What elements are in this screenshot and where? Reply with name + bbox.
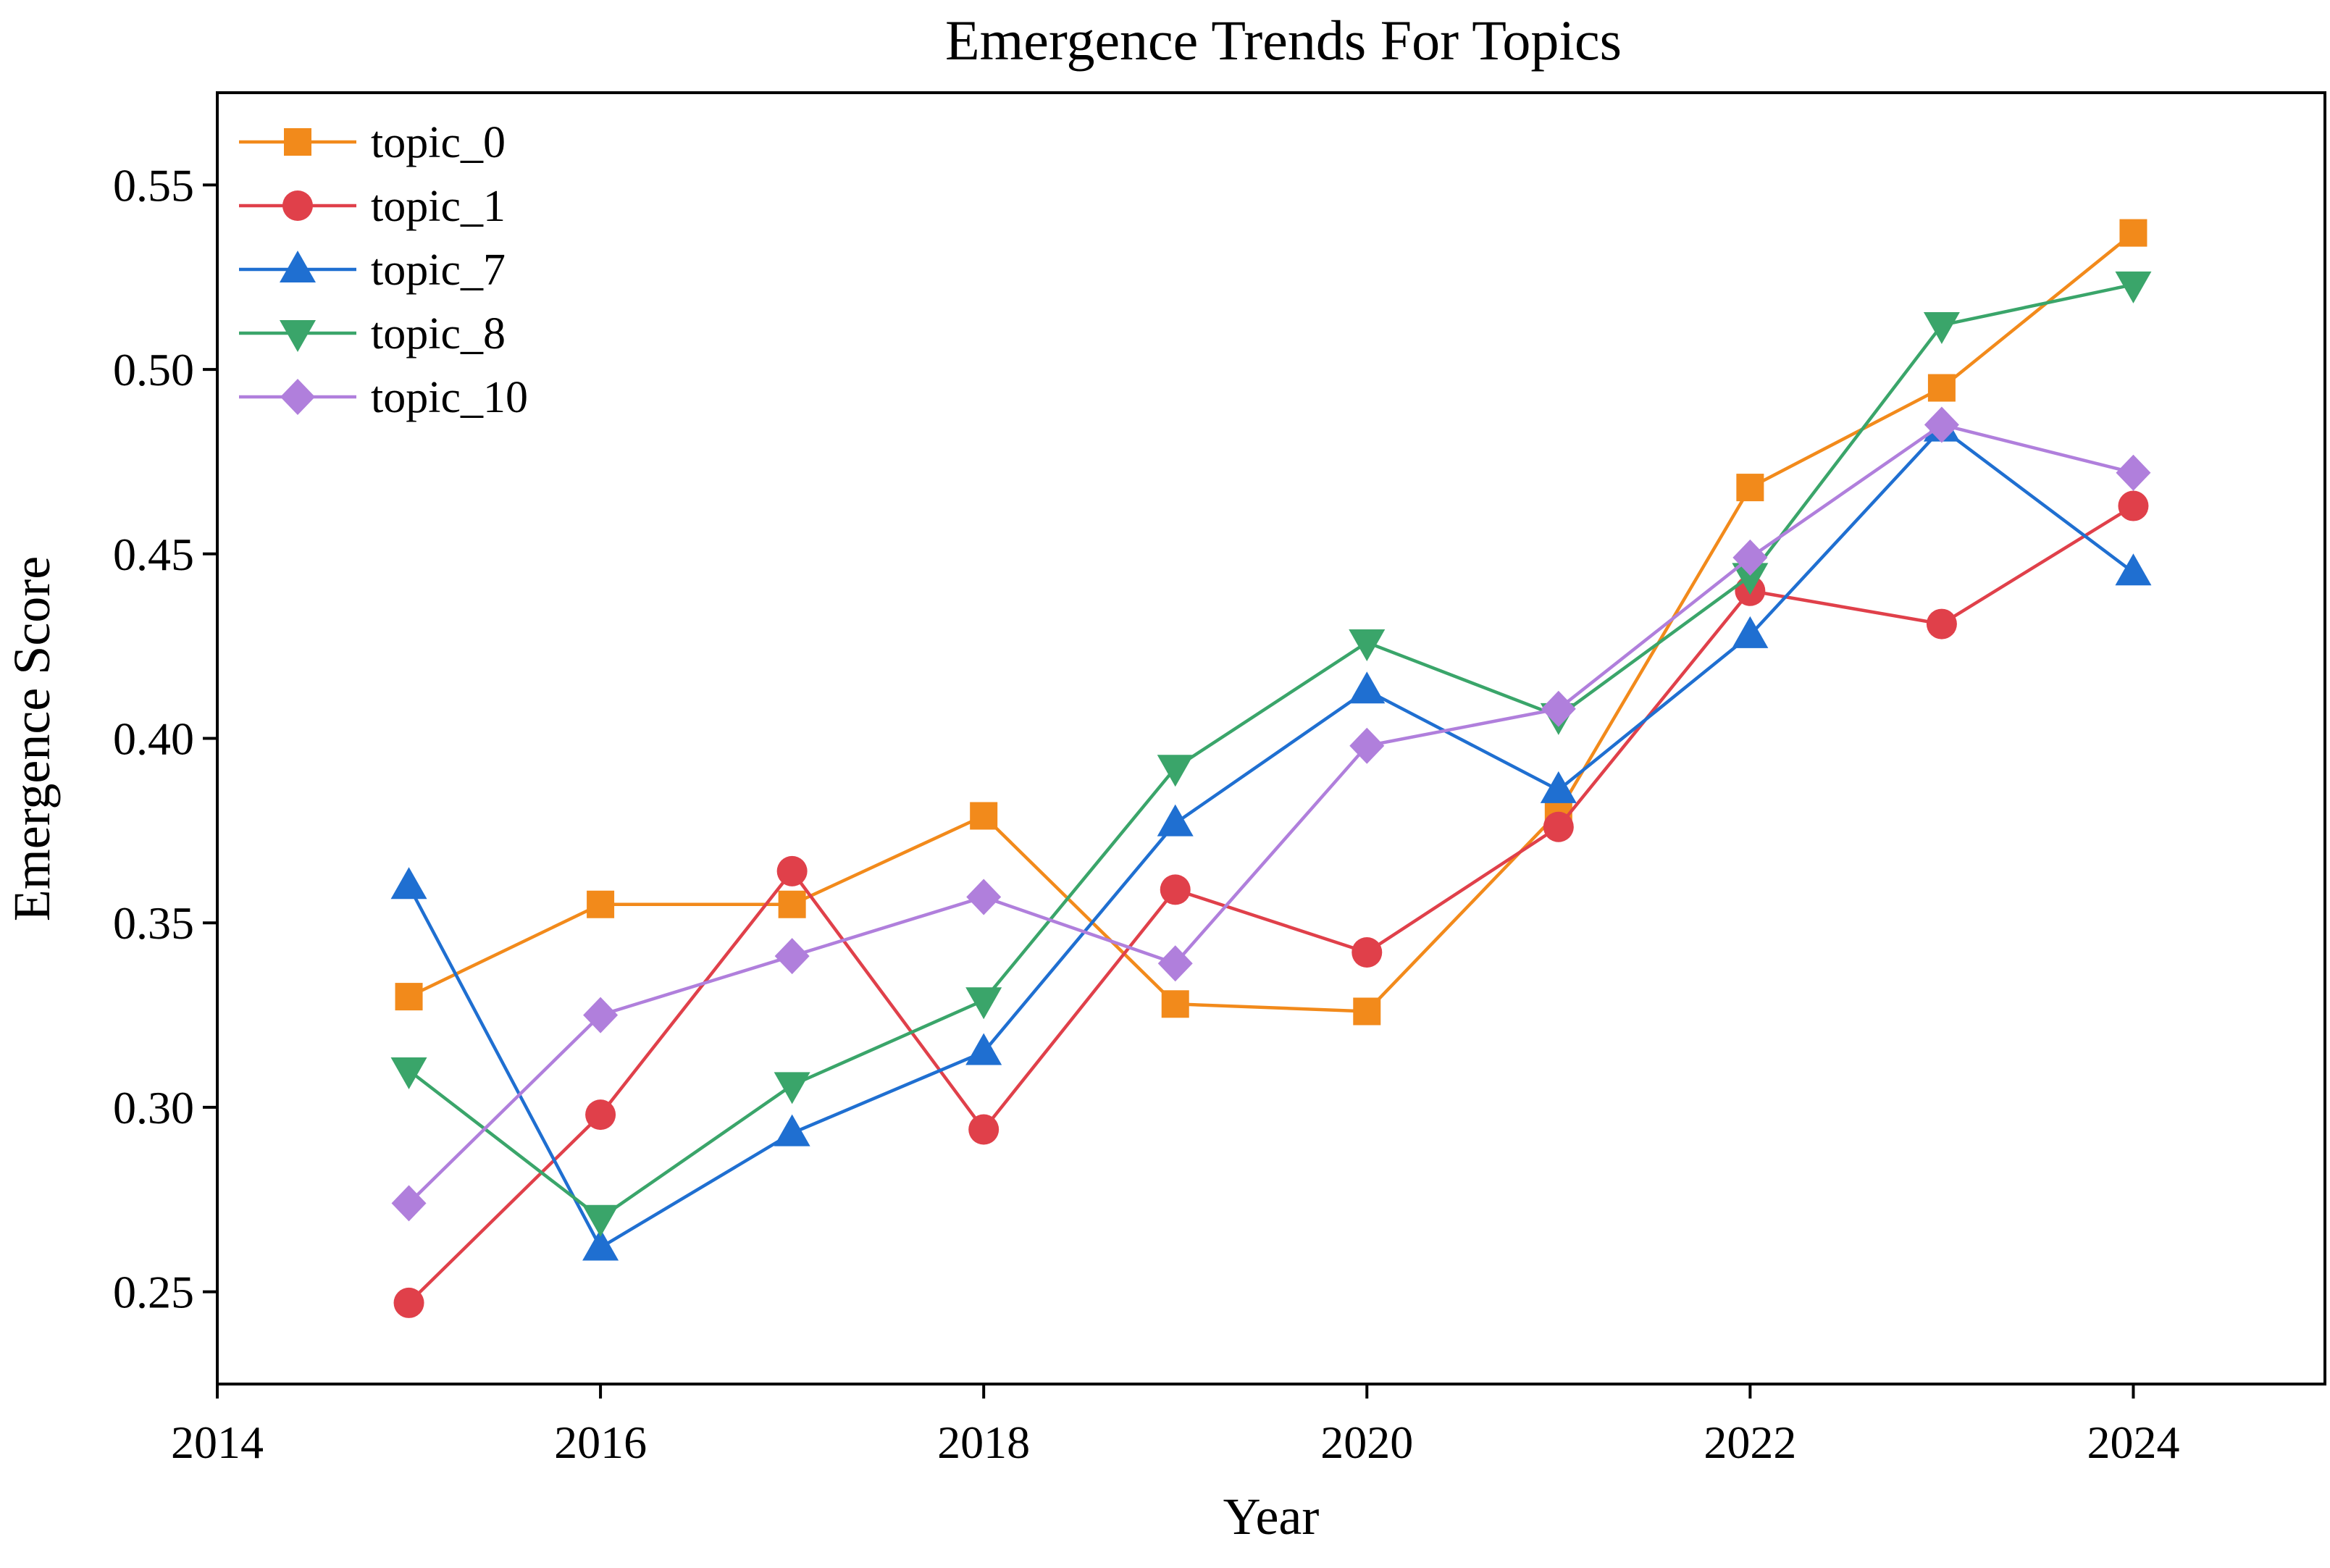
data-point-topic_8 [2115, 271, 2152, 303]
data-point-topic_1 [968, 1114, 1000, 1145]
data-point-topic_10 [1349, 727, 1385, 764]
legend-item-topic_0: topic_0 [239, 118, 506, 167]
x-tick-label: 2014 [171, 1417, 264, 1468]
data-point-topic_1 [393, 1287, 424, 1318]
data-point-topic_10 [1732, 539, 1768, 576]
legend-item-topic_7: topic_7 [239, 246, 506, 295]
legend-label: topic_10 [371, 373, 528, 422]
data-point-topic_8 [1157, 755, 1194, 787]
data-point-topic_10 [1541, 690, 1576, 727]
data-point-topic_0 [2119, 219, 2147, 247]
data-point-topic_8 [582, 1204, 619, 1237]
data-point-topic_0 [1353, 997, 1381, 1026]
legend-item-topic_10: topic_10 [239, 373, 528, 422]
data-point-topic_1 [585, 1099, 616, 1131]
data-point-topic_10 [391, 1185, 427, 1222]
plot-area [216, 91, 2326, 1385]
data-point-topic_7 [1349, 671, 1386, 704]
y-tick-label: 0.55 [113, 159, 194, 211]
data-point-topic_0 [1927, 374, 1956, 402]
series-topic_10 [391, 406, 2151, 1222]
data-point-topic_8 [1732, 563, 1769, 595]
data-point-topic_0 [970, 802, 998, 830]
data-point-topic_10 [966, 879, 1002, 915]
data-point-topic_10 [1924, 406, 1959, 443]
data-point-topic_1 [776, 855, 808, 886]
y-axis: 0.25 0.30 0.35 0.40 0.45 0.50 0.55 [113, 159, 217, 1318]
x-axis-label: Year [1223, 1488, 1320, 1546]
series-line-topic_10 [407, 423, 2134, 1204]
legend-label: topic_1 [371, 182, 506, 231]
data-point-topic_10 [774, 938, 810, 975]
data-point-topic_7 [2115, 553, 2152, 586]
series-line-topic_0 [408, 231, 2134, 1013]
data-point-topic_7 [1157, 804, 1194, 837]
y-tick-label: 0.40 [113, 713, 194, 765]
data-point-topic_1 [1543, 811, 1574, 842]
legend-marker [280, 251, 316, 282]
x-tick-label: 2024 [2087, 1417, 2179, 1468]
data-point-topic_8 [774, 1072, 810, 1104]
y-tick-label: 0.45 [113, 529, 194, 580]
data-point-topic_7 [1540, 771, 1577, 803]
x-tick-label: 2018 [937, 1417, 1030, 1468]
legend-label: topic_0 [371, 118, 506, 167]
data-point-topic_0 [1161, 990, 1189, 1018]
data-point-topic_8 [1349, 629, 1386, 662]
data-point-topic_7 [582, 1228, 619, 1261]
y-tick-label: 0.30 [113, 1082, 194, 1133]
y-tick-label: 0.50 [113, 344, 194, 395]
legend-marker [282, 190, 313, 221]
data-point-topic_0 [778, 890, 806, 918]
y-tick-label: 0.25 [113, 1267, 194, 1318]
data-point-topic_0 [395, 983, 423, 1011]
data-point-topic_1 [1160, 874, 1191, 905]
legend-item-topic_8: topic_8 [239, 309, 506, 359]
data-point-topic_7 [965, 1033, 1002, 1065]
legend-label: topic_7 [371, 246, 506, 295]
data-point-topic_10 [2116, 454, 2151, 491]
legend: topic_0 topic_1 topic_7 topic_8 topic_10 [239, 118, 528, 422]
data-point-topic_1 [1352, 936, 1383, 968]
series-topic_7 [390, 409, 2152, 1261]
series-line-topic_1 [407, 504, 2134, 1304]
data-point-topic_7 [1732, 616, 1769, 648]
data-point-topic_1 [1926, 608, 1957, 640]
series-topic_0 [395, 219, 2147, 1026]
data-point-topic_0 [1736, 474, 1764, 502]
series-group [390, 219, 2152, 1318]
y-tick-label: 0.35 [113, 897, 194, 949]
legend-label: topic_8 [371, 309, 506, 359]
data-point-topic_1 [2118, 490, 2149, 521]
data-point-topic_8 [965, 987, 1002, 1020]
series-line-topic_8 [408, 282, 2134, 1220]
data-point-topic_8 [390, 1057, 427, 1089]
x-axis: 2014 2016 2018 2020 2022 2024 [171, 1384, 2179, 1468]
x-tick-label: 2022 [1704, 1417, 1796, 1468]
legend-marker [280, 320, 316, 352]
data-point-topic_7 [774, 1114, 810, 1146]
x-tick-label: 2016 [554, 1417, 647, 1468]
legend-marker [280, 379, 315, 415]
data-point-topic_10 [583, 997, 619, 1034]
data-point-topic_0 [587, 890, 615, 918]
chart-title: Emergence Trends For Topics [945, 9, 1622, 72]
data-point-topic_8 [1923, 311, 1960, 344]
data-point-topic_10 [1157, 945, 1193, 982]
data-point-topic_7 [390, 867, 427, 900]
y-axis-label: Emergence Score [3, 556, 61, 921]
legend-marker [284, 128, 311, 156]
series-line-topic_7 [407, 427, 2134, 1249]
legend-item-topic_1: topic_1 [239, 182, 506, 231]
x-tick-label: 2020 [1320, 1417, 1413, 1468]
